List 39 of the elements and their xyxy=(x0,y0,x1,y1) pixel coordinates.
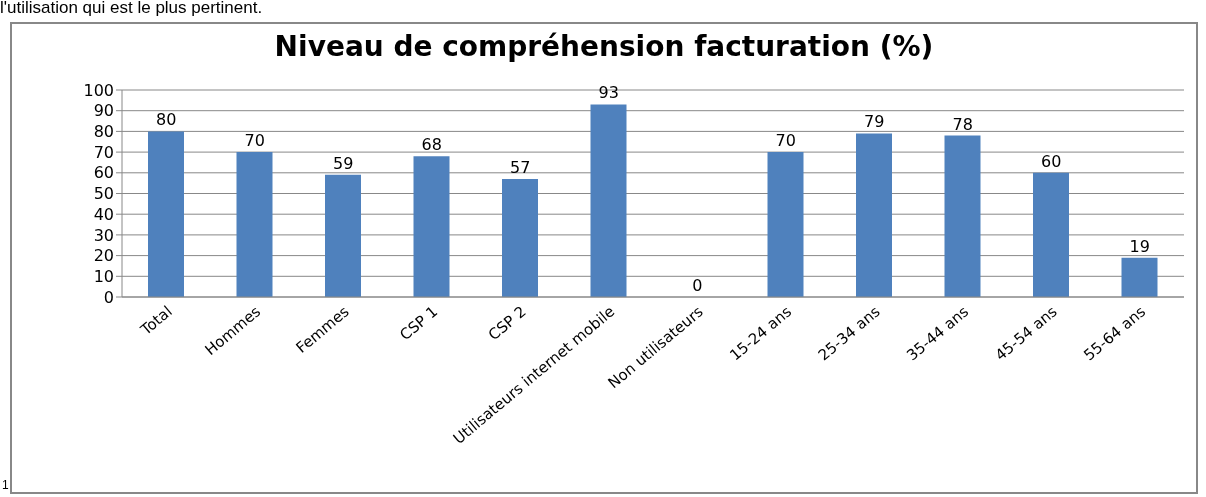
x-tick-label: CSP 2 xyxy=(484,302,530,345)
bar xyxy=(590,104,627,297)
chart-title: Niveau de compréhension facturation (%) xyxy=(273,30,935,63)
bar xyxy=(325,174,361,297)
bar xyxy=(148,131,184,297)
text: 1 xyxy=(2,478,9,492)
data-label: 19 xyxy=(1129,236,1150,256)
bar xyxy=(944,135,981,297)
data-label: 59 xyxy=(333,153,354,173)
y-tick-label: 100 xyxy=(83,80,114,100)
data-label: 79 xyxy=(864,112,885,132)
y-tick-label: 70 xyxy=(93,142,114,162)
bar xyxy=(413,156,450,297)
bar xyxy=(236,152,273,297)
y-tick-label: 20 xyxy=(93,246,114,266)
data-label: 68 xyxy=(421,135,442,155)
data-label: 93 xyxy=(598,83,619,103)
data-label: 0 xyxy=(692,276,703,295)
y-tick-label: 60 xyxy=(93,163,114,183)
bar xyxy=(1033,172,1069,297)
bar xyxy=(767,152,804,297)
text: l'utilisation qui est le plus pertinent. xyxy=(0,0,263,18)
x-tick-label: CSP 1 xyxy=(396,302,442,345)
y-tick-label: 90 xyxy=(93,101,114,121)
y-tick-label: 40 xyxy=(93,204,114,224)
data-label: 70 xyxy=(775,131,796,151)
data-label: 80 xyxy=(156,110,177,130)
bar xyxy=(856,133,892,297)
data-label: 60 xyxy=(1041,151,1062,171)
data-label: 70 xyxy=(244,131,265,151)
data-label: 57 xyxy=(510,158,531,178)
bar xyxy=(502,179,538,297)
y-tick-label: 80 xyxy=(93,122,114,142)
bar xyxy=(1121,257,1158,297)
y-tick-label: 50 xyxy=(93,184,114,204)
y-tick-label: 10 xyxy=(93,266,114,286)
y-tick-label: 30 xyxy=(93,225,114,245)
y-tick-label: 0 xyxy=(103,287,114,307)
data-label: 78 xyxy=(952,114,973,134)
